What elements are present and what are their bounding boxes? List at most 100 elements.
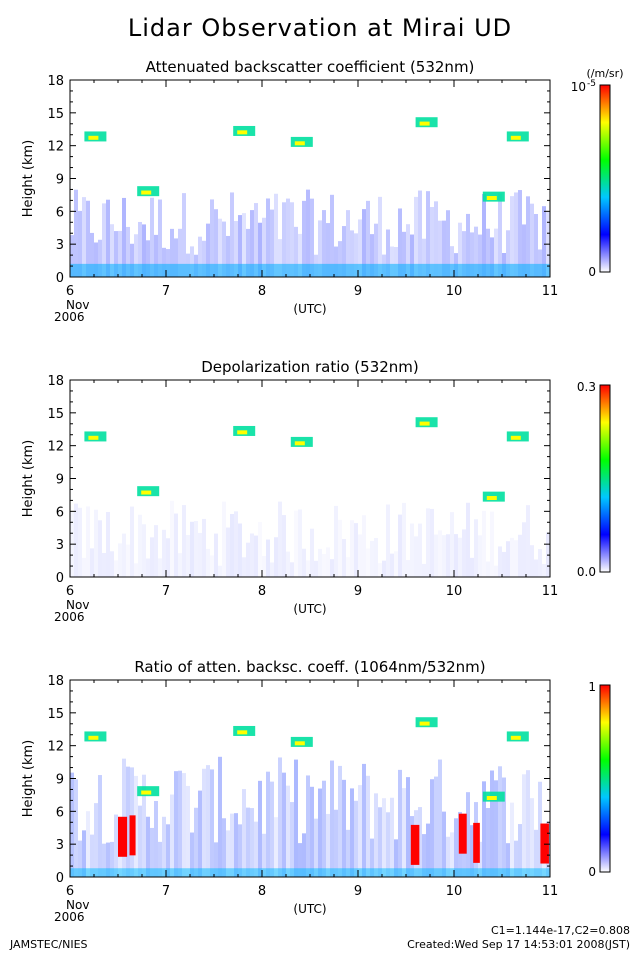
heatmap-column (462, 231, 466, 277)
colorbar-max-label: 1 (588, 680, 596, 694)
heatmap-column (158, 199, 162, 277)
colorbar-unit: (/m/sr) (587, 67, 624, 80)
heatmap-column (338, 765, 342, 877)
heatmap-feature (458, 813, 467, 854)
heatmap-column (250, 210, 254, 277)
y-axis-label: Height (km) (21, 740, 36, 817)
y-axis-label: Height (km) (21, 440, 36, 517)
heatmap-feature (486, 496, 497, 501)
heatmap-column (370, 234, 374, 277)
heatmap-column (218, 218, 222, 277)
heatmap-field (70, 117, 550, 277)
heatmap-column (506, 843, 510, 877)
panel-title: Ratio of atten. backsc. coeff. (1064nm/5… (134, 658, 485, 676)
x-tick-label: 8 (258, 284, 266, 299)
heatmap-column (294, 510, 298, 577)
heatmap-column (250, 808, 254, 877)
heatmap-column (158, 841, 162, 877)
heatmap-feature (510, 135, 521, 140)
heatmap-column (150, 197, 154, 277)
heatmap-column (530, 203, 534, 277)
heatmap-column (330, 760, 334, 877)
heatmap-column (98, 239, 102, 277)
heatmap-column (434, 534, 438, 577)
heatmap-column (182, 193, 186, 277)
heatmap-column (202, 240, 206, 277)
heatmap-column (346, 557, 350, 577)
panel-3: Ratio of atten. backsc. coeff. (1064nm/5… (21, 658, 611, 924)
heatmap-feature (540, 823, 549, 864)
heatmap-column (118, 230, 122, 277)
heatmap-column (318, 788, 322, 877)
heatmap-column (150, 537, 154, 577)
heatmap-column (478, 234, 482, 277)
heatmap-column (534, 559, 538, 577)
heatmap-column (194, 521, 198, 577)
heatmap-feature (88, 435, 99, 440)
heatmap-column (366, 548, 370, 577)
heatmap-column (310, 528, 314, 577)
heatmap-column (362, 763, 366, 877)
heatmap-column (74, 189, 78, 277)
heatmap-feature (294, 741, 305, 746)
heatmap-column (238, 824, 242, 877)
heatmap-column (390, 797, 394, 877)
heatmap-column (370, 838, 374, 877)
y-tick-label: 18 (47, 374, 64, 389)
heatmap-feature (510, 435, 521, 440)
heatmap-column (134, 563, 138, 577)
heatmap-column (322, 210, 326, 277)
heatmap-column (474, 519, 478, 577)
colorbar (599, 684, 611, 873)
heatmap-column (214, 533, 218, 577)
heatmap-column (542, 206, 546, 277)
heatmap-column (470, 232, 474, 277)
heatmap-column (222, 501, 226, 577)
x-tick-label: 7 (162, 284, 170, 299)
heatmap-column (250, 533, 254, 577)
heatmap-column (386, 229, 390, 277)
x-tick-label: 6 (66, 284, 74, 299)
heatmap-column (438, 220, 442, 277)
heatmap-column (170, 500, 174, 577)
heatmap-column (90, 548, 94, 577)
heatmap-column (90, 232, 94, 277)
heatmap-column (506, 230, 510, 277)
heatmap-column (134, 775, 138, 877)
x-date-month: Nov (66, 598, 89, 612)
heatmap-column (374, 223, 378, 277)
heatmap-column (446, 836, 450, 877)
heatmap-column (202, 518, 206, 577)
heatmap-column (442, 535, 446, 577)
heatmap-column (166, 249, 170, 277)
heatmap-column (82, 557, 86, 577)
heatmap-column (346, 829, 350, 877)
y-tick-label: 9 (56, 173, 64, 188)
heatmap-column (98, 775, 102, 877)
heatmap-column (234, 813, 238, 877)
heatmap-column (254, 203, 258, 277)
heatmap-column (154, 800, 158, 877)
heatmap-column (198, 236, 202, 277)
heatmap-column (214, 209, 218, 277)
y-tick-label: 6 (56, 805, 64, 820)
x-tick-label: 10 (446, 284, 463, 299)
heatmap-column (350, 520, 354, 577)
heatmap-column (374, 538, 378, 577)
heatmap-column (466, 213, 470, 277)
heatmap-column (138, 221, 142, 277)
heatmap-column (266, 539, 270, 577)
heatmap-column (362, 515, 366, 577)
heatmap-feature (237, 430, 248, 435)
heatmap-column (466, 792, 470, 877)
panel-title: Attenuated backscatter coefficient (532n… (146, 58, 475, 76)
y-tick-label: 15 (47, 707, 64, 722)
heatmap-column (442, 220, 446, 277)
heatmap-column (74, 503, 78, 577)
heatmap-column (246, 542, 250, 577)
heatmap-column (198, 790, 202, 877)
heatmap-column (418, 807, 422, 877)
heatmap-column (274, 193, 278, 277)
heatmap-column (530, 798, 534, 877)
heatmap-column (438, 759, 442, 877)
